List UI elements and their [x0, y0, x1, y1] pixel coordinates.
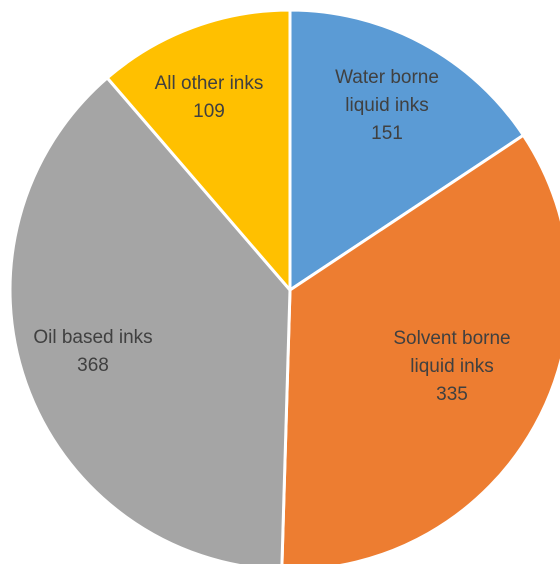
slice-solvent-borne-liquid-inks: [280, 133, 560, 564]
data-label-all-other-inks: All other inks 109: [155, 73, 264, 122]
data-label-category: Water borne: [335, 67, 439, 88]
data-label-solvent-borne-liquid-inks: Solvent borne liquid inks 335: [393, 328, 510, 405]
data-label-value: 151: [371, 123, 403, 144]
pie-labels: Water borne liquid inks 151 Solvent borne li…: [33, 67, 510, 405]
data-label-value: 109: [193, 101, 225, 122]
data-label-oil-based-inks: Oil based inks 368: [33, 327, 152, 376]
data-label-category: liquid inks: [410, 356, 493, 377]
data-label-category: Oil based inks: [33, 327, 152, 348]
slice-all-other-inks: [105, 8, 292, 292]
data-label-water-borne-liquid-inks: Water borne liquid inks 151: [335, 67, 439, 144]
data-label-value: 335: [436, 384, 468, 405]
data-label-category: liquid inks: [345, 95, 428, 116]
pie-slices: [8, 8, 560, 564]
slice-water-borne-liquid-inks: [288, 8, 525, 292]
data-label-value: 368: [77, 355, 109, 376]
slice-oil-based-inks: [8, 76, 292, 564]
data-label-category: Solvent borne: [393, 328, 510, 349]
data-label-category: All other inks: [155, 73, 264, 94]
